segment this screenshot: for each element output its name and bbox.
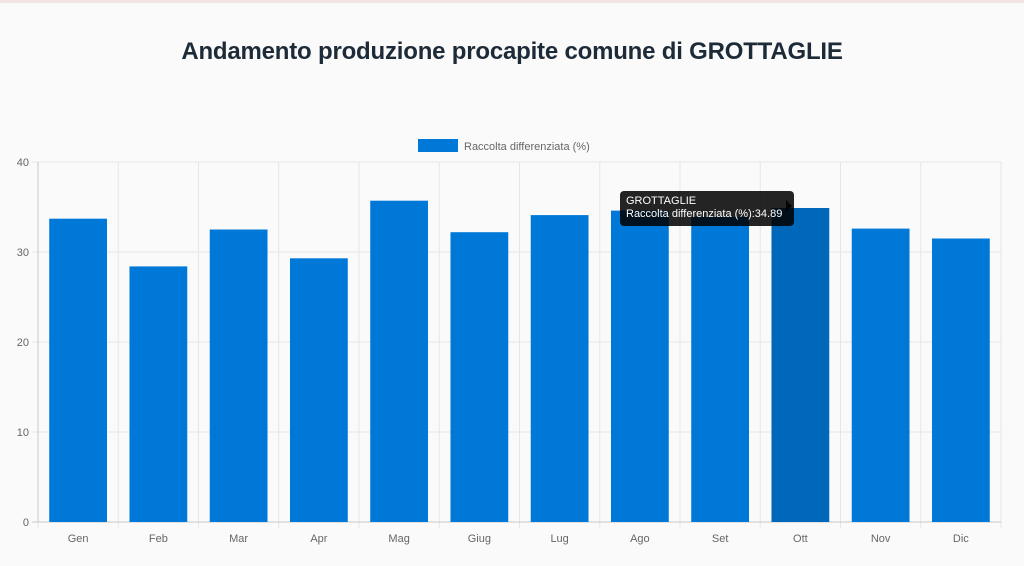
x-tick-label: Dic bbox=[953, 533, 969, 545]
x-tick-label: Ago bbox=[630, 533, 650, 545]
tooltip-title: GROTTAGLIE bbox=[626, 195, 697, 207]
bar-ott bbox=[771, 207, 830, 523]
bar-giug bbox=[450, 232, 509, 522]
page-title: Andamento produzione procapite comune di… bbox=[181, 38, 843, 65]
y-tick-label: 20 bbox=[17, 337, 29, 349]
y-tick-label: 10 bbox=[17, 427, 29, 439]
top-rule bbox=[0, 0, 1024, 3]
bar-ago bbox=[610, 210, 669, 522]
bar-nov bbox=[851, 228, 910, 522]
legend-label: Raccolta differenziata (%) bbox=[464, 141, 590, 153]
x-tick-label: Gen bbox=[68, 533, 89, 545]
y-tick-label: 0 bbox=[23, 517, 29, 529]
bar-dic bbox=[931, 238, 990, 522]
bar-mag bbox=[370, 200, 429, 522]
x-tick-label: Nov bbox=[871, 533, 891, 545]
bar-gen bbox=[49, 218, 108, 522]
x-tick-label: Mar bbox=[229, 533, 248, 545]
x-tick-label: Giug bbox=[468, 533, 491, 545]
y-tick-label: 40 bbox=[17, 157, 29, 169]
x-tick-label: Apr bbox=[310, 533, 327, 545]
x-tick-label: Feb bbox=[149, 533, 168, 545]
x-tick-label: Ott bbox=[793, 533, 808, 545]
bar-apr bbox=[289, 258, 348, 522]
bar-mar bbox=[209, 229, 268, 522]
x-tick-label: Set bbox=[712, 533, 729, 545]
legend-swatch bbox=[418, 139, 458, 152]
bar-feb bbox=[129, 266, 188, 522]
tooltip-body: Raccolta differenziata (%):34.89 bbox=[626, 208, 783, 220]
x-tick-label: Mag bbox=[388, 533, 409, 545]
y-tick-label: 30 bbox=[17, 247, 29, 259]
bar-lug bbox=[530, 215, 589, 522]
bar-set bbox=[691, 216, 750, 522]
x-tick-label: Lug bbox=[550, 533, 568, 545]
chart-tooltip: GROTTAGLIE Raccolta differenziata (%):34… bbox=[620, 191, 794, 226]
